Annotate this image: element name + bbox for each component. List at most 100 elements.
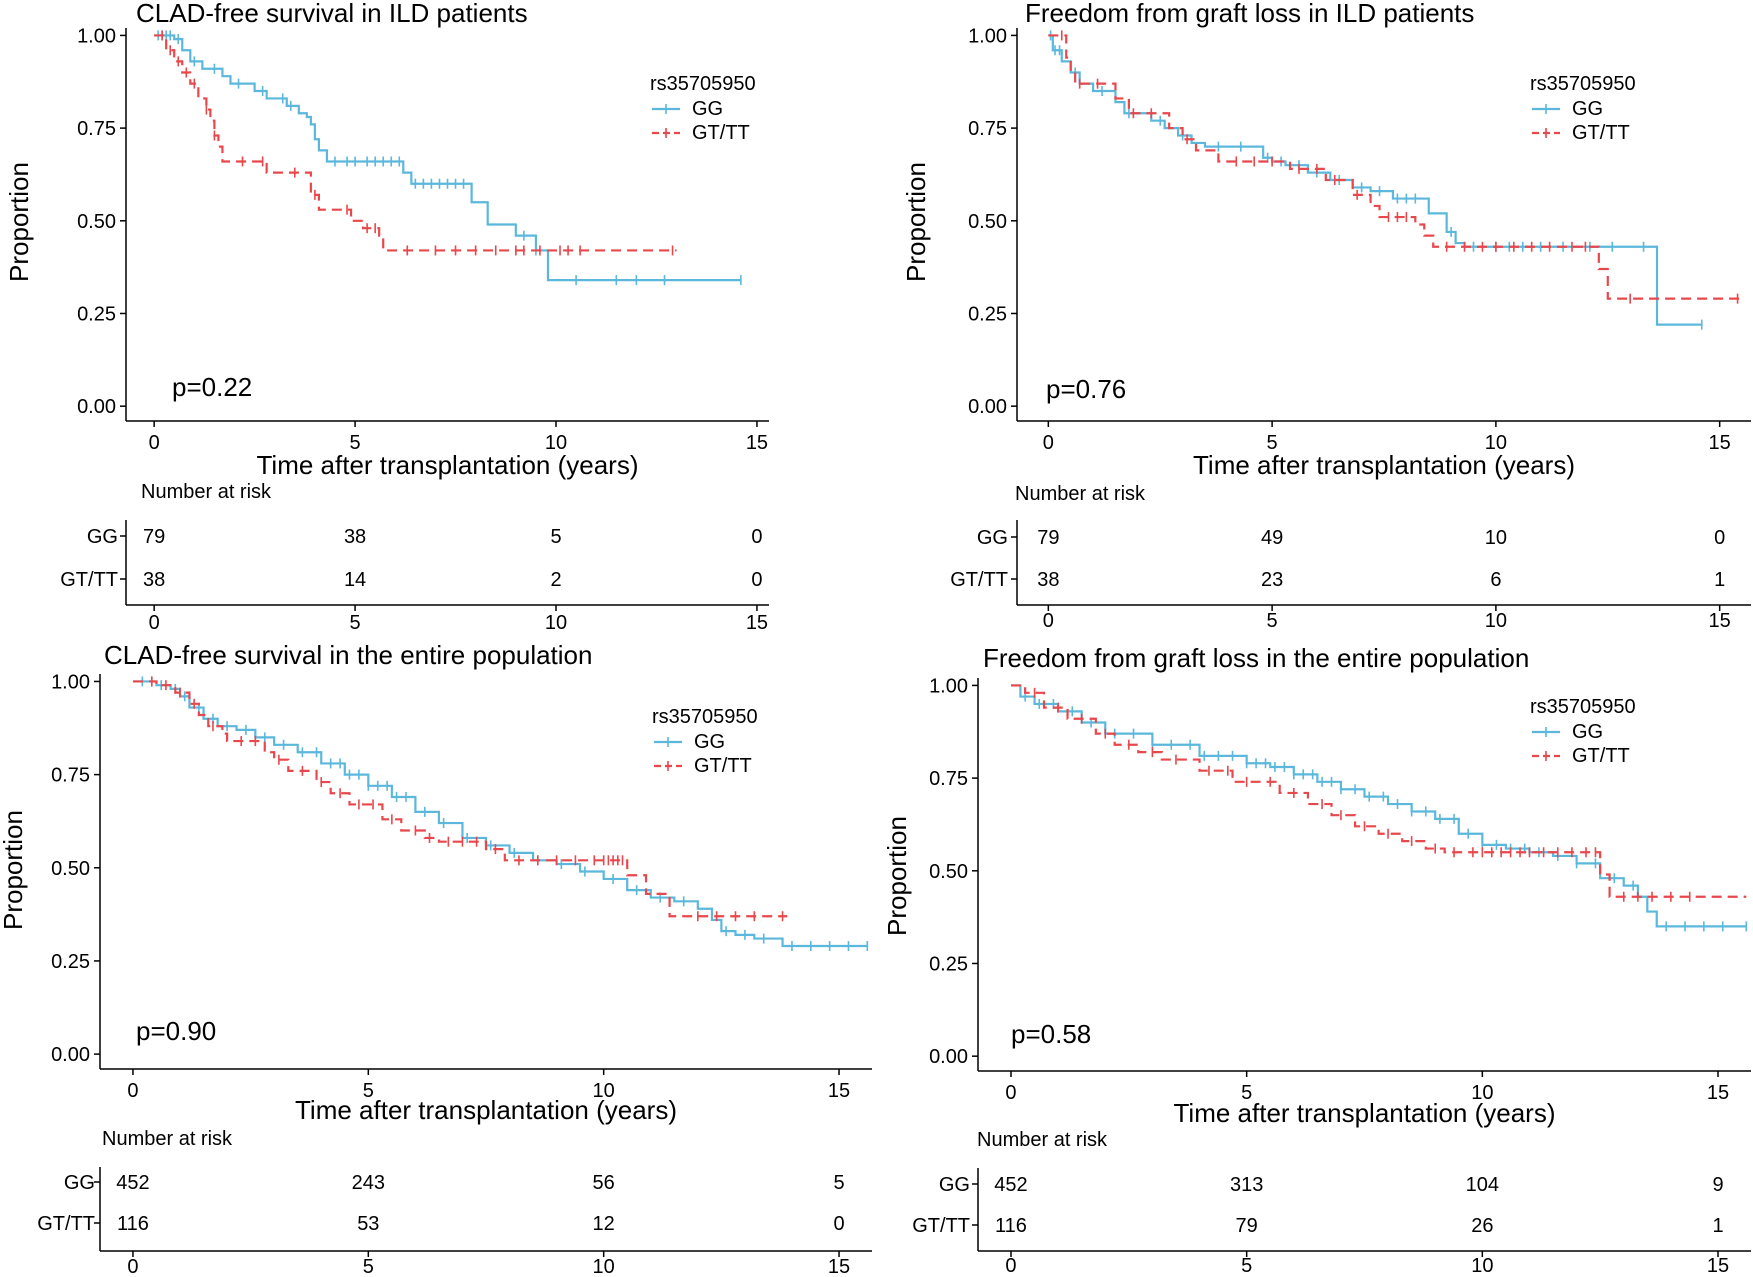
risk-x-tick-label: 5 [1241, 1255, 1252, 1277]
risk-value: 79 [1236, 1215, 1258, 1237]
legend-title: rs35705950 [1530, 73, 1636, 95]
risk-row-label: GT/TT [60, 569, 118, 591]
x-tick-label: 15 [1707, 1082, 1729, 1104]
y-tick-label: 0.75 [51, 765, 90, 787]
series-gt-tt [132, 676, 788, 922]
risk-x-tick-label: 5 [363, 1256, 374, 1277]
x-tick-label: 10 [545, 432, 567, 454]
x-tick-label: 5 [363, 1080, 374, 1102]
risk-value: 452 [116, 1172, 149, 1194]
risk-x-tick-label: 15 [1707, 1255, 1729, 1277]
y-tick-label: 0.75 [968, 118, 1007, 140]
y-axis-label: Proportion [4, 162, 34, 282]
series-gt-tt [1048, 30, 1743, 304]
series-gg [132, 676, 869, 952]
risk-value: 116 [117, 1213, 149, 1235]
risk-x-tick-label: 0 [149, 612, 160, 634]
legend-label: GG [692, 98, 723, 120]
p-value: p=0.22 [172, 372, 252, 402]
risk-value: 79 [143, 526, 165, 548]
x-tick-label: 5 [1241, 1082, 1252, 1104]
risk-value: 6 [1490, 569, 1501, 591]
y-tick-label: 0.75 [77, 118, 116, 140]
risk-value: 38 [1037, 569, 1059, 591]
survival-curve [1048, 34, 1743, 300]
x-tick-label: 5 [350, 432, 361, 454]
risk-value: 10 [1485, 527, 1507, 549]
risk-x-tick-label: 15 [828, 1256, 850, 1277]
y-tick-label: 0.25 [929, 953, 968, 975]
risk-value: 452 [994, 1174, 1027, 1196]
risk-x-tick-label: 10 [593, 1256, 615, 1277]
risk-table-title: Number at risk [141, 481, 272, 503]
risk-value: 1 [1712, 1215, 1723, 1237]
risk-row-label: GT/TT [37, 1213, 95, 1235]
risk-value: 5 [833, 1172, 844, 1194]
km-panel-1: CLAD-free survival in ILD patients 0.00 0.… [4, 0, 769, 634]
x-tick-label: 15 [1709, 432, 1731, 454]
risk-value: 23 [1261, 569, 1283, 591]
risk-row-label: GG [939, 1174, 970, 1196]
risk-table-title: Number at risk [102, 1128, 233, 1150]
risk-x-tick-label: 10 [1485, 610, 1507, 632]
x-axis-label: Time after transplantation (years) [1193, 450, 1575, 480]
risk-value: 0 [833, 1213, 844, 1235]
legend-label: GG [1572, 721, 1603, 743]
legend-label: GT/TT [692, 122, 750, 144]
survival-curve [1010, 684, 1747, 928]
x-tick-label: 10 [1485, 432, 1507, 454]
km-panel-3: CLAD-free survival in the entire populat… [0, 640, 872, 1277]
series-gt-tt [1010, 684, 1747, 902]
y-axis-label: Proportion [882, 816, 912, 936]
risk-value: 12 [593, 1213, 615, 1235]
risk-x-tick-label: 15 [1709, 610, 1731, 632]
x-axis-label: Time after transplantation (years) [1174, 1098, 1556, 1128]
x-tick-label: 10 [1471, 1082, 1493, 1104]
risk-value: 0 [751, 526, 762, 548]
risk-value: 0 [751, 569, 762, 591]
risk-value: 243 [352, 1172, 385, 1194]
x-tick-label: 0 [149, 432, 160, 454]
x-axis-label: Time after transplantation (years) [257, 450, 639, 480]
risk-row-label: GG [977, 527, 1008, 549]
y-tick-label: 1.00 [929, 675, 968, 697]
x-tick-label: 15 [746, 432, 768, 454]
x-tick-label: 15 [828, 1080, 850, 1102]
y-tick-label: 0.50 [968, 211, 1007, 233]
risk-value: 79 [1037, 527, 1059, 549]
survival-curve [154, 34, 741, 282]
risk-value: 9 [1712, 1174, 1723, 1196]
risk-x-tick-label: 5 [350, 612, 361, 634]
y-tick-label: 0.75 [929, 768, 968, 790]
risk-value: 2 [550, 569, 561, 591]
km-panel-2: Freedom from graft loss in ILD patients 0… [901, 0, 1751, 632]
risk-x-tick-label: 15 [746, 612, 768, 634]
risk-value: 5 [550, 526, 561, 548]
risk-value: 116 [995, 1215, 1027, 1237]
chart-title: CLAD-free survival in the entire populat… [104, 640, 592, 670]
km-panel-4: Freedom from graft loss in the entire po… [882, 643, 1751, 1277]
chart-title: Freedom from graft loss in the entire po… [983, 643, 1529, 673]
risk-x-tick-label: 10 [1471, 1255, 1493, 1277]
y-tick-label: 0.00 [51, 1044, 90, 1066]
risk-x-tick-label: 0 [1043, 610, 1054, 632]
legend-label: GT/TT [694, 755, 752, 777]
series-gg [1010, 684, 1748, 932]
risk-value: 49 [1261, 527, 1283, 549]
survival-curve [154, 34, 677, 252]
risk-table: Number at risk GG 79 38 5 0 GT/TT 38 14 2 0 0 5 10 15 [60, 481, 769, 634]
x-tick-label: 0 [1005, 1082, 1016, 1104]
legend-title: rs35705950 [650, 73, 756, 95]
survival-curve [132, 680, 868, 948]
risk-value: 26 [1471, 1215, 1493, 1237]
y-tick-label: 0.50 [51, 858, 90, 880]
legend-title: rs35705950 [652, 706, 758, 728]
x-tick-label: 10 [593, 1080, 615, 1102]
